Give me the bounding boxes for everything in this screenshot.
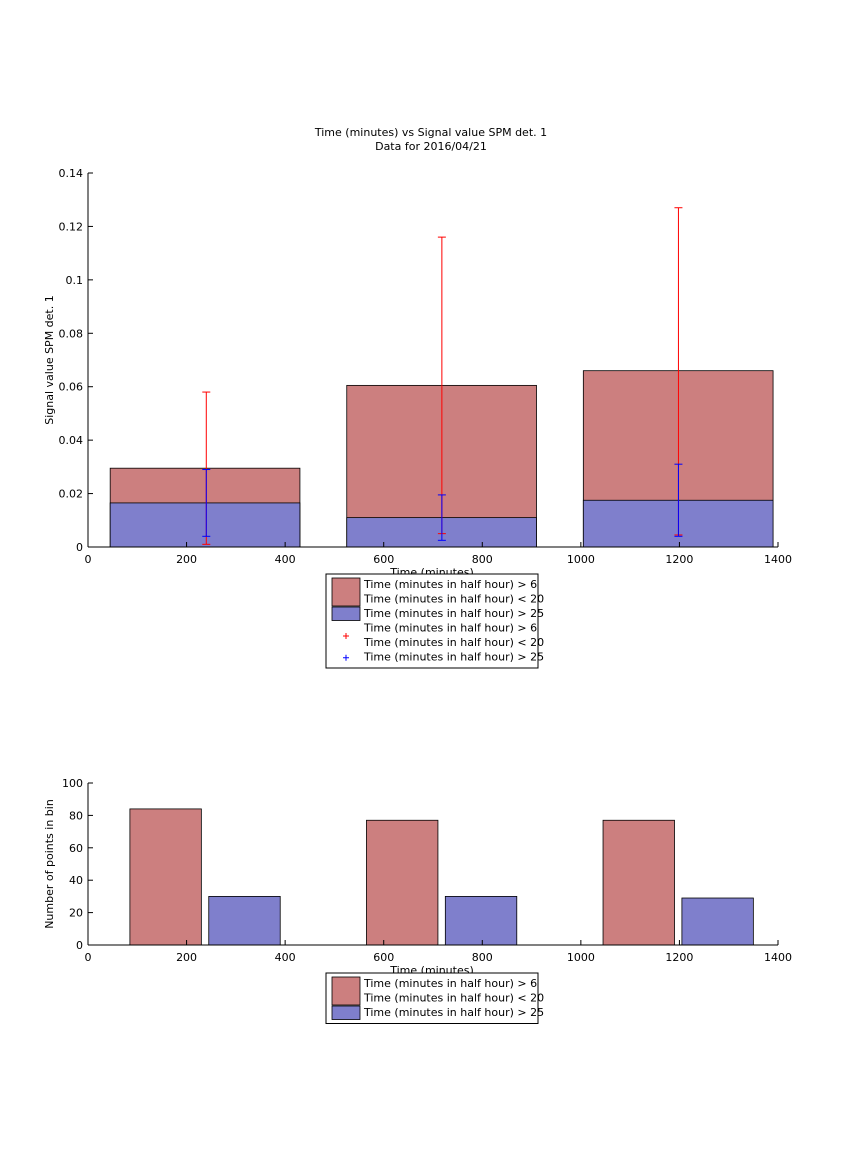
chart1-x-tick-label: 800 (472, 553, 493, 566)
chart2-y-tick-label: 20 (69, 907, 83, 920)
chart1-bar (109, 502, 301, 548)
chart2-bar (366, 819, 439, 946)
chart2-x-tick-label: 1000 (567, 951, 595, 964)
chart1-x-tick-label: 400 (275, 553, 296, 566)
chart1-x-tick-label: 1200 (665, 553, 693, 566)
chart2-y-tick-label: 80 (69, 809, 83, 822)
chart1-y-tick-label: 0.08 (59, 327, 84, 340)
chart1-y-axis-label: Signal value SPM det. 1 (43, 295, 56, 425)
chart1-legend-label: Time (minutes in half hour) < 20 (363, 636, 544, 649)
chart1-y-tick-label: 0.14 (59, 167, 84, 180)
signal-chart: 0 200 400 600 800 1000 1200 1400 0 0.02 0.04 0.06 0.… (43, 167, 792, 579)
chart1-x-tick-label: 200 (176, 553, 197, 566)
chart1-y-tick-label: 0.1 (66, 274, 84, 287)
chart1-x-tick-label: 1400 (764, 553, 792, 566)
chart2-x-tick-label: 800 (472, 951, 493, 964)
chart2-legend-swatch (331, 1005, 361, 1020)
chart1-legend-swatch (331, 577, 361, 607)
chart2-x-tick-label: 0 (85, 951, 92, 964)
chart2-bar (444, 896, 518, 946)
chart2-legend-label: Time (minutes in half hour) > 25 (363, 1006, 544, 1019)
count-chart-legend: Time (minutes in half hour) > 6 Time (min… (325, 972, 544, 1024)
chart1-legend-label: Time (minutes in half hour) > 25 (363, 651, 544, 664)
chart1-x-tick-label: 0 (85, 553, 92, 566)
chart2-x-tick-label: 200 (176, 951, 197, 964)
chart1-legend-swatch (331, 606, 361, 621)
chart2-legend-swatch (331, 976, 361, 1006)
chart1-x-tick-label: 1000 (567, 553, 595, 566)
chart1-legend-label: Time (minutes in half hour) < 20 (363, 593, 544, 606)
chart2-y-tick-label: 60 (69, 842, 83, 855)
chart1-y-tick-label: 0.02 (59, 488, 84, 501)
chart1-y-tick-label: 0.12 (59, 220, 84, 233)
chart1-x-tick-label: 600 (373, 553, 394, 566)
figure-title: Time (minutes) vs Signal value SPM det. … (314, 126, 547, 139)
chart1-legend-box (325, 573, 539, 669)
chart2-y-tick-label: 40 (69, 874, 83, 887)
chart2-y-tick-label: 0 (76, 939, 83, 952)
chart2-bar (129, 808, 202, 946)
chart2-legend-label: Time (minutes in half hour) < 20 (363, 992, 544, 1005)
figure-subtitle: Data for 2016/04/21 (375, 140, 487, 153)
chart1-y-tick-label: 0.04 (59, 434, 84, 447)
chart1-y-tick-label: 0.06 (59, 381, 84, 394)
chart2-legend-box (325, 972, 539, 1024)
chart1-legend-label: Time (minutes in half hour) > 25 (363, 607, 544, 620)
chart1-legend-label: Time (minutes in half hour) > 6 (363, 622, 537, 635)
chart2-x-tick-label: 1200 (665, 951, 693, 964)
chart2-y-axis-label: Number of points in bin (43, 799, 56, 929)
chart2-legend-label: Time (minutes in half hour) > 6 (363, 977, 537, 990)
chart2-bar (208, 896, 281, 946)
count-chart: 0 200 400 600 800 1000 1200 1400020406080100Tim… (43, 777, 792, 977)
chart2-bar (681, 897, 754, 946)
chart2-y-tick-label: 100 (62, 777, 83, 790)
chart2-x-tick-label: 1400 (764, 951, 792, 964)
chart2-x-tick-label: 400 (275, 951, 296, 964)
chart1-y-tick-label: 0 (76, 541, 83, 554)
chart2-x-tick-label: 600 (373, 951, 394, 964)
chart1-legend-label: Time (minutes in half hour) > 6 (363, 578, 537, 591)
chart2-bar (602, 819, 675, 946)
